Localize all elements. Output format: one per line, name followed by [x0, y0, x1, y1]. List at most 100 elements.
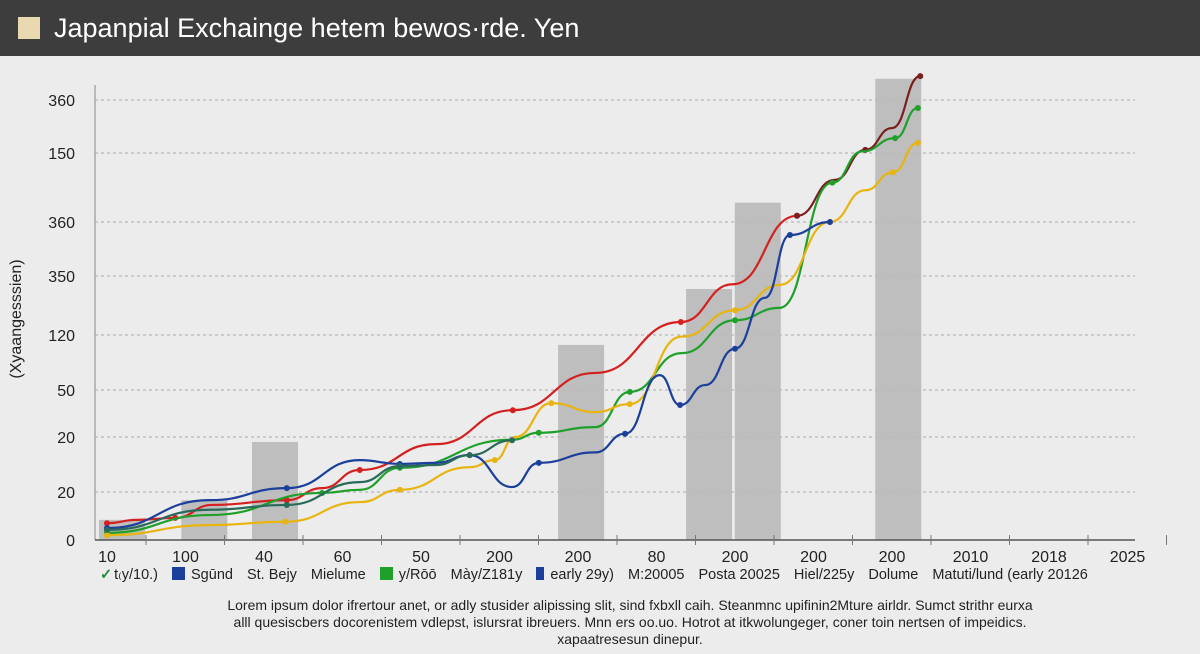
- data-point: [732, 307, 738, 314]
- data-point: [356, 467, 363, 473]
- legend-item: ✓ t₍y/10.): [100, 567, 158, 583]
- data-point: [914, 104, 921, 111]
- legend-label: Matuti/lund (early 20126: [932, 567, 1088, 583]
- y-tick-label: 360: [48, 215, 75, 232]
- y-axis-label: (Xyaangesssien): [8, 259, 25, 379]
- legend-item: Dolume: [868, 567, 918, 583]
- data-point: [892, 135, 899, 142]
- legend-swatch: [172, 567, 186, 580]
- data-point: [535, 429, 542, 436]
- legend-label: t₍y/10.): [114, 567, 159, 583]
- data-point: [917, 73, 924, 80]
- legend-swatch: [536, 567, 545, 580]
- legend-item: Mielume: [311, 567, 366, 583]
- legend-item: early 29y): [536, 567, 614, 583]
- data-point: [677, 402, 684, 409]
- y-tick-label: 20: [57, 485, 75, 502]
- caption-line: xapaatresesun dinepur.: [557, 631, 703, 647]
- x-tick-label: 2025: [1110, 549, 1146, 566]
- data-point: [491, 457, 498, 464]
- legend-label: Mày/Z181y: [450, 567, 523, 583]
- chart-title: Japanpial Exchainge hetem bewos·rde. Yen: [54, 12, 580, 43]
- y-tick-label: 50: [57, 383, 75, 400]
- data-point: [282, 518, 289, 525]
- data-point: [732, 345, 738, 352]
- caption-line: Lorem ipsum dolor ifrertour anet, or adl…: [227, 597, 1033, 613]
- data-point: [535, 459, 542, 466]
- x-tick-label: 80: [648, 549, 666, 566]
- data-point: [466, 452, 473, 459]
- legend-item: Hiel/225y: [794, 567, 854, 583]
- data-point: [509, 437, 516, 444]
- legend-label: M:20005: [628, 567, 685, 583]
- x-tick-label: 200: [800, 549, 827, 566]
- data-point: [732, 317, 738, 324]
- data-point: [786, 231, 793, 238]
- caption-line: alll quesiscbers docorenistem vdlepst, i…: [233, 614, 1027, 630]
- x-tick-label: 60: [334, 549, 352, 566]
- y-tick-label: 120: [48, 328, 75, 345]
- data-point: [914, 139, 921, 146]
- x-tick-label: 2010: [953, 549, 989, 566]
- title-bar: Japanpial Exchainge hetem bewos·rde. Yen: [0, 0, 1200, 56]
- x-tick-label: 200: [565, 549, 592, 566]
- x-tick-label: 200: [879, 549, 906, 566]
- data-point: [548, 400, 555, 407]
- legend-label: Hiel/225y: [793, 567, 855, 583]
- caption: Lorem ipsum dolor ifrertour anet, or adl…: [150, 597, 1110, 648]
- x-tick-label: 100: [172, 549, 199, 566]
- legend-item: Posta 20025: [698, 567, 779, 583]
- legend: ✓ t₍y/10.) Sgūnd St. Bejy Mielume y/Rōō Mày/Z1…: [100, 567, 1180, 583]
- legend-item: St. Bejy: [247, 567, 297, 583]
- y-tick-label: 350: [48, 269, 75, 286]
- x-tick-label: 2018: [1031, 549, 1067, 566]
- data-point: [396, 463, 403, 470]
- series-line: [106, 220, 831, 530]
- legend-label: Mielume: [310, 567, 366, 583]
- legend-label: St. Bejy: [246, 567, 297, 583]
- x-tick-label: 200: [722, 549, 749, 566]
- legend-swatch: [379, 567, 393, 580]
- x-tick-label: 200: [486, 549, 513, 566]
- x-tick-label: 40: [255, 549, 273, 566]
- data-point: [509, 407, 516, 414]
- data-point: [826, 219, 833, 225]
- bar: [686, 288, 733, 540]
- data-point: [104, 526, 110, 533]
- data-point: [283, 501, 290, 508]
- series-line: [106, 214, 798, 525]
- legend-label: Posta 20025: [698, 567, 780, 583]
- check-icon: ✓: [100, 567, 113, 583]
- data-point: [104, 532, 110, 539]
- square-logo-icon: [18, 17, 40, 39]
- series-line: [106, 141, 919, 537]
- legend-item: Sgūnd: [172, 567, 233, 583]
- legend-label: Dolume: [868, 567, 919, 583]
- bar: [734, 202, 781, 540]
- data-point: [626, 401, 633, 408]
- legend-label: early 29y): [550, 567, 615, 583]
- y-tick-label: 20: [57, 430, 75, 447]
- data-point: [626, 388, 633, 395]
- data-point: [889, 169, 896, 176]
- legend-item: M:20005: [628, 567, 684, 583]
- x-tick-label: 10: [98, 549, 116, 566]
- y-tick-label: 0: [66, 533, 75, 550]
- legend-label: Sgūnd: [191, 567, 233, 583]
- y-tick-label: 150: [48, 146, 75, 163]
- data-point: [283, 485, 290, 492]
- bar: [875, 78, 922, 541]
- chart: 0 20 20 50 120 350 360 150 360 10 100 40 60 50 200 200 8…: [48, 73, 1167, 566]
- data-point: [677, 319, 684, 326]
- data-point: [283, 497, 290, 504]
- data-point: [104, 520, 110, 527]
- data-point: [622, 430, 629, 437]
- legend-item: Matuti/lund (early 20126: [932, 567, 1088, 583]
- data-point: [794, 212, 801, 219]
- legend-item: y/Rōō: [379, 567, 437, 583]
- y-tick-label: 360: [48, 93, 75, 110]
- data-point: [396, 486, 403, 493]
- bar: [558, 344, 605, 540]
- x-tick-label: 50: [412, 549, 430, 566]
- legend-item: Mày/Z181y: [451, 567, 523, 583]
